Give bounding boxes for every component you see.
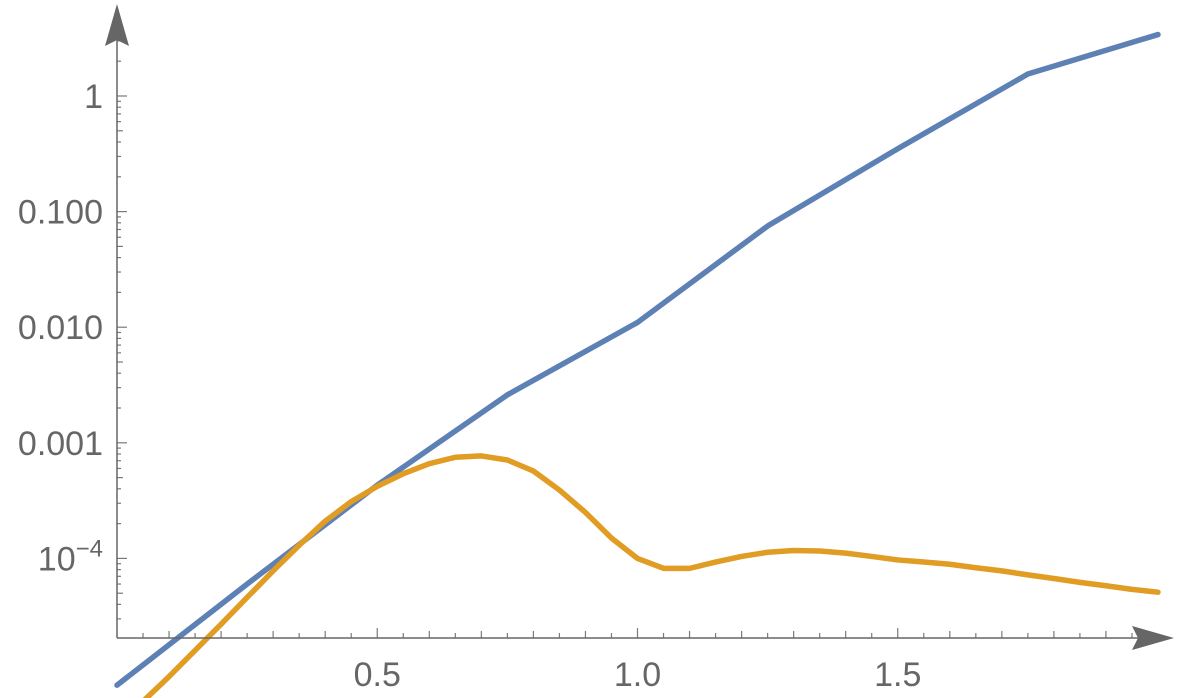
y-tick-label: 10−4 xyxy=(38,535,103,578)
y-tick-label: 0.010 xyxy=(18,309,103,347)
series-line-1 xyxy=(114,31,1161,688)
x-axis-arrow-icon xyxy=(1132,626,1174,650)
series-line-2 xyxy=(142,453,1161,698)
tick-labels: 0.5 1.0 1.5 1 0.100 0.010 0.001 10−4 xyxy=(18,78,921,694)
y-axis-arrow-icon xyxy=(105,4,129,46)
y-tick-label: 0.001 xyxy=(18,425,103,463)
series-group xyxy=(114,31,1161,698)
x-tick-label: 0.5 xyxy=(354,656,401,694)
x-tick-label: 1.0 xyxy=(614,656,661,694)
y-tick-label: 0.100 xyxy=(18,194,103,232)
y-tick-label: 1 xyxy=(84,78,103,116)
x-tick-label: 1.5 xyxy=(874,656,921,694)
